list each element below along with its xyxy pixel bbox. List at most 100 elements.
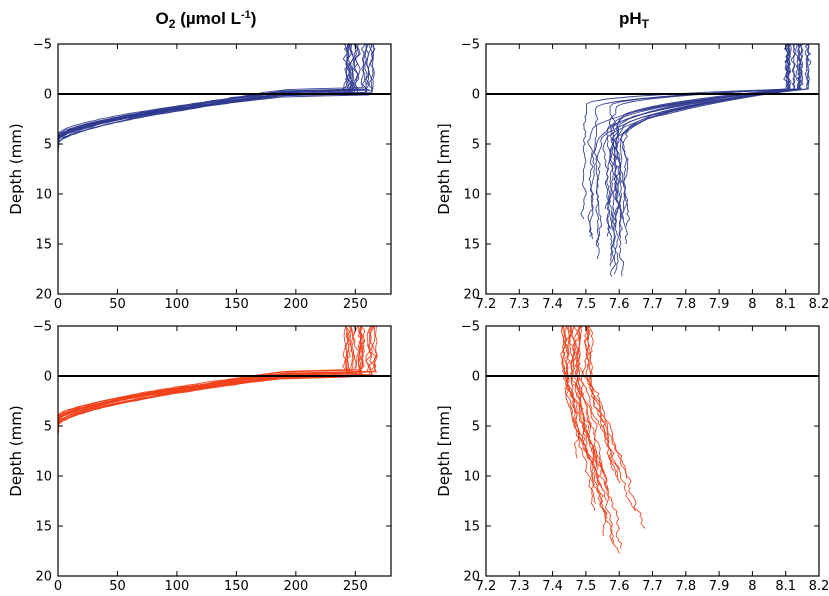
profile-line <box>569 326 614 544</box>
profile-line <box>560 326 580 459</box>
profile-line <box>58 44 374 147</box>
x-tick-label: 7.9 <box>709 297 730 312</box>
y-tick-label: 10 <box>463 470 480 485</box>
x-tick-label: 7.6 <box>609 579 630 594</box>
profile-line <box>610 44 792 262</box>
profile-line <box>620 44 789 245</box>
ph-red-profiles <box>560 326 646 554</box>
y-tick-label: −5 <box>461 38 480 53</box>
ph-blue-profiles <box>580 44 812 277</box>
y-tick-label: 20 <box>463 288 480 303</box>
x-tick-label: 7.5 <box>576 297 597 312</box>
profile-line <box>58 326 364 433</box>
x-tick-label: 7.4 <box>542 579 563 594</box>
x-tick-label: 7.7 <box>642 579 663 594</box>
y-axis-label: Depth (mm) <box>7 123 25 214</box>
profile-line <box>581 326 619 479</box>
x-tick-label: 8.1 <box>775 297 796 312</box>
y-tick-label: 15 <box>35 520 52 535</box>
profile-line <box>58 44 366 153</box>
profile-line <box>58 44 361 150</box>
axes-frame <box>57 43 392 295</box>
profile-line <box>615 44 792 220</box>
profile-line <box>588 326 621 484</box>
axes-frame <box>485 325 820 577</box>
y-tick-label: 0 <box>472 370 480 385</box>
profile-line <box>605 44 801 267</box>
x-tick-label: 8.2 <box>809 579 829 594</box>
x-tick-label: 100 <box>165 579 190 594</box>
profile-line <box>573 326 608 492</box>
x-tick-label: 8 <box>748 297 756 312</box>
o2-blue-panel: 0 50 100 150 200 250 −5 0 5 10 15 20 Depth (mm) <box>7 38 392 312</box>
y-tick-label: 15 <box>463 238 480 253</box>
profile-line <box>58 44 372 147</box>
x-tick-label: 250 <box>343 579 368 594</box>
profile-line <box>58 326 353 433</box>
y-axis-label: Depth [mm] <box>435 123 453 214</box>
x-tick-label: 250 <box>343 297 368 312</box>
o2-blue-profiles <box>58 44 376 154</box>
x-tick-label: 8.2 <box>809 297 829 312</box>
x-tick-label: 0 <box>54 579 62 594</box>
profile-line <box>58 326 373 435</box>
profile-line <box>58 44 371 148</box>
x-tick-label: 7.3 <box>509 297 530 312</box>
y-tick-label: 20 <box>35 288 52 303</box>
profile-line <box>58 326 365 436</box>
y-tick-label: 5 <box>44 420 52 435</box>
x-tick-label: 8 <box>748 579 756 594</box>
o2-red-profiles <box>58 326 378 436</box>
y-tick-label: −5 <box>461 320 480 335</box>
x-tick-label: 7.5 <box>576 579 597 594</box>
profile-line <box>570 326 604 492</box>
profile-line <box>58 44 367 151</box>
profile-line <box>58 326 366 433</box>
profile-line <box>575 326 607 536</box>
y-tick-label: 0 <box>44 88 52 103</box>
x-tick-label: 150 <box>224 297 249 312</box>
profile-line <box>609 44 792 277</box>
y-axis-label: Depth [mm] <box>435 405 453 496</box>
o2-column-title: O2 (µmol L-1) <box>156 9 257 31</box>
profile-line <box>606 44 802 237</box>
profile-line <box>585 326 646 529</box>
profile-line <box>58 44 351 148</box>
profile-line <box>58 44 351 144</box>
x-tick-label: 7.8 <box>675 297 696 312</box>
profile-line <box>58 326 357 434</box>
y-tick-label: 10 <box>35 470 52 485</box>
profile-line <box>58 44 357 154</box>
profile-line <box>58 44 375 150</box>
profile-line <box>58 326 376 435</box>
x-tick-label: 50 <box>109 297 126 312</box>
profile-line <box>570 326 606 477</box>
y-tick-label: 10 <box>35 188 52 203</box>
x-tick-label: 7.6 <box>609 297 630 312</box>
profile-line <box>561 326 620 554</box>
x-tick-label: 200 <box>283 579 308 594</box>
x-tick-label: 0 <box>54 297 62 312</box>
profile-line <box>611 44 804 230</box>
profile-line <box>608 44 809 230</box>
profile-line <box>602 44 796 210</box>
y-tick-label: −5 <box>33 38 52 53</box>
y-tick-label: 5 <box>472 138 480 153</box>
y-axis-label: Depth (mm) <box>7 405 25 496</box>
profile-line <box>594 44 790 247</box>
profile-line <box>613 44 812 275</box>
profile-line <box>618 44 801 277</box>
profile-line <box>595 44 801 260</box>
profile-line <box>58 44 350 154</box>
profile-line <box>614 44 804 237</box>
profile-line <box>58 44 354 150</box>
x-tick-label: 7.7 <box>642 297 663 312</box>
ph-column-title: pHT <box>619 9 650 31</box>
x-tick-label: 7.2 <box>476 579 497 594</box>
y-tick-label: −5 <box>33 320 52 335</box>
x-tick-label: 150 <box>224 579 249 594</box>
x-tick-label: 8.1 <box>775 579 796 594</box>
x-tick-label: 7.3 <box>509 579 530 594</box>
y-tick-label: 5 <box>472 420 480 435</box>
